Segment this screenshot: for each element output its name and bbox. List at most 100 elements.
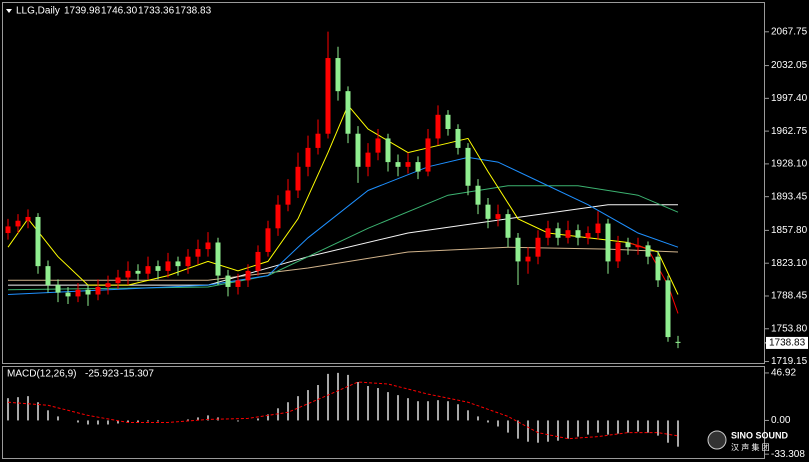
candle-body (635, 245, 641, 248)
candle-body (245, 270, 251, 281)
price-tag-label: 1738.83 (769, 338, 806, 349)
candle-body (75, 289, 81, 297)
header-high: 1746.30 (101, 6, 138, 17)
candle-body (615, 242, 621, 262)
candle-body (205, 242, 211, 250)
candle-body (495, 214, 501, 219)
main-panel (2, 2, 765, 364)
candle-body (215, 242, 221, 276)
price-tag (766, 336, 808, 349)
candle-body (375, 138, 381, 153)
candle-body (185, 256, 191, 267)
candle-body (505, 214, 511, 238)
macd-value: -25.923 (85, 369, 119, 380)
candle-body (165, 261, 171, 271)
y-tick-label: 1719.15 (771, 356, 808, 367)
y-tick-label: 2032.05 (771, 60, 808, 71)
menu-arrow (6, 9, 12, 13)
candle-body (335, 58, 341, 92)
candle-body (145, 266, 151, 274)
candle-body (645, 245, 651, 257)
candle-body (285, 190, 291, 205)
symbol: LLG,Daily (16, 6, 60, 17)
candle-body (325, 58, 331, 134)
y-tick-label: 1893.45 (771, 191, 808, 202)
candle-body (605, 223, 611, 262)
y-tick-label: 1928.10 (771, 159, 808, 170)
candle-body (665, 280, 671, 338)
candle-body (525, 256, 531, 262)
candle-body (435, 114, 441, 139)
candle-body (535, 237, 541, 257)
candle-body (585, 233, 591, 238)
candle-body (15, 220, 21, 227)
y-tick-label: 1962.75 (771, 126, 808, 137)
header-open: 1739.98 (64, 6, 101, 17)
candle-body (655, 256, 661, 281)
candle-body (195, 249, 201, 257)
candle-body (545, 228, 551, 238)
candle-body (45, 266, 51, 286)
y-tick-label: 46.92 (771, 368, 796, 379)
y-tick-label: 1788.45 (771, 291, 808, 302)
candle-body (175, 261, 181, 267)
candle-body (255, 251, 261, 271)
logo-icon (707, 430, 727, 450)
candle-body (95, 286, 101, 295)
candle-body (55, 285, 61, 293)
candle-body (465, 147, 471, 186)
candle-body (25, 216, 31, 221)
logo: SINO SOUND 汉 声 集 团 (707, 430, 789, 452)
candle-body (5, 226, 11, 234)
logo-chinese: 汉 声 集 团 (731, 442, 770, 452)
candle-body (365, 152, 371, 167)
candle-body (415, 162, 421, 172)
y-tick-label: 1753.80 (771, 323, 808, 334)
candle-body (675, 341, 681, 343)
y-tick-label: 2067.75 (771, 26, 808, 37)
candle-body (555, 228, 561, 238)
candle-body (475, 185, 481, 205)
moving-average (8, 246, 679, 281)
candle-body (355, 133, 361, 167)
candle-body (115, 277, 121, 284)
y-tick-label: 1997.40 (771, 93, 808, 104)
candle-body (445, 114, 451, 129)
candle-body (515, 237, 521, 262)
candle-body (135, 270, 141, 274)
candle-body (155, 266, 161, 271)
candle-body (35, 216, 41, 267)
candle-body (65, 292, 71, 297)
candle-body (225, 275, 231, 287)
candle-body (105, 283, 111, 287)
candle-body (265, 228, 271, 252)
macd-label: MACD(12,26,9) (7, 369, 76, 380)
y-tick-label: -33.308 (771, 449, 805, 460)
candle-body (485, 204, 491, 219)
header-close: 1738.83 (175, 6, 212, 17)
candle-body (565, 230, 571, 238)
candle-body (345, 91, 351, 134)
candle-body (625, 242, 631, 248)
candle-body (405, 162, 411, 167)
candle-body (395, 162, 401, 167)
macd-panel (2, 366, 765, 459)
candle-body (275, 204, 281, 229)
candle-body (575, 230, 581, 238)
y-tick-label: 0.00 (771, 415, 791, 426)
candle-body (305, 147, 311, 167)
y-tick-label: 1823.10 (771, 258, 808, 269)
candle-body (295, 166, 301, 191)
header-low: 1733.36 (138, 6, 175, 17)
candle-body (125, 270, 131, 278)
candle-body (315, 133, 321, 148)
y-tick-label: 1857.80 (771, 225, 808, 236)
logo-brand: SINO SOUND (731, 430, 789, 440)
candle-body (455, 128, 461, 148)
candle-body (235, 280, 241, 287)
candle-body (595, 223, 601, 234)
candle-body (425, 138, 431, 172)
signal-value: -15.307 (120, 369, 154, 380)
candle-body (385, 138, 391, 163)
